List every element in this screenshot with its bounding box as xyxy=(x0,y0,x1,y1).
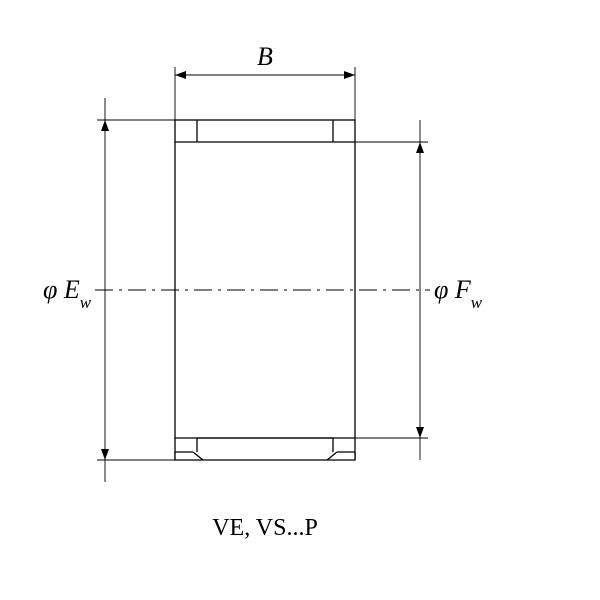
dimension-label-B: B xyxy=(257,42,273,71)
dimension-label-Fw: φ Fw xyxy=(434,275,483,312)
diagram-canvas: Bφ Ew φ Fw VE, VS...P xyxy=(0,0,600,600)
figure-title: VE, VS...P xyxy=(212,515,318,541)
dimension-label-Ew: φ Ew xyxy=(43,275,92,312)
